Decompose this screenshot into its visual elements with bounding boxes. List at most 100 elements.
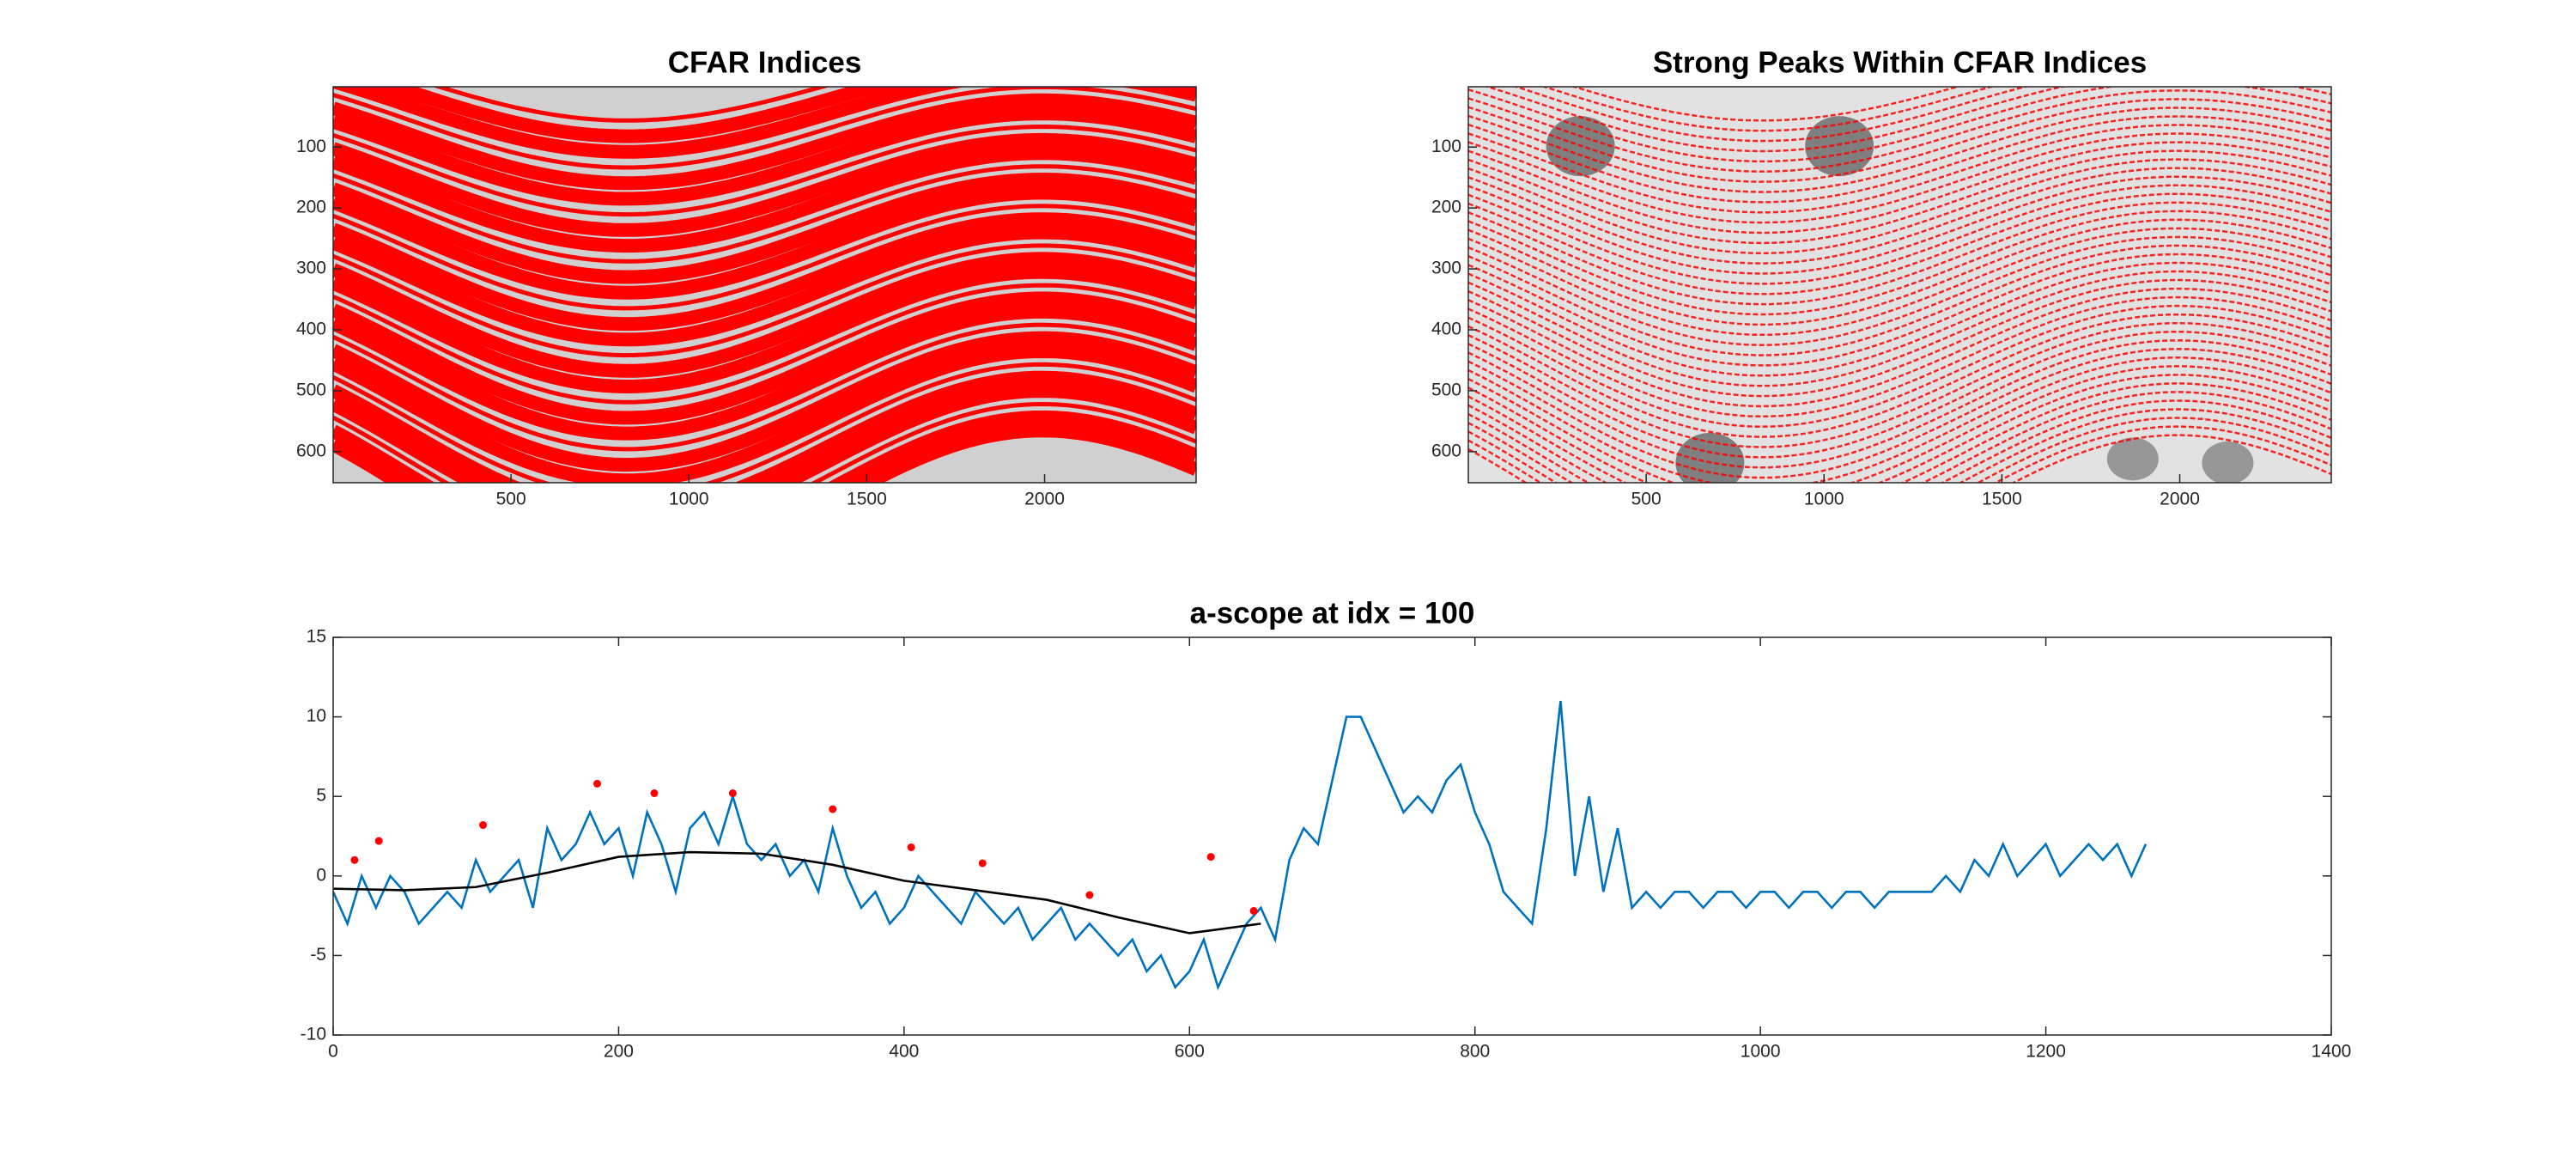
texture-line bbox=[1468, 339, 2331, 469]
x-tick-label: 600 bbox=[1175, 1042, 1205, 1062]
texture-line bbox=[1468, 313, 2331, 438]
texture-line bbox=[1512, 87, 2030, 143]
texture-line bbox=[1468, 87, 2331, 163]
peak-marker bbox=[479, 821, 488, 830]
texture-line bbox=[333, 124, 1196, 217]
texture-line bbox=[333, 212, 1196, 332]
y-tick-label: -5 bbox=[310, 945, 326, 965]
image-texture bbox=[333, 87, 1196, 483]
peak-marker bbox=[374, 837, 383, 845]
texture-line bbox=[1468, 210, 2331, 316]
x-tick-label: 2000 bbox=[2160, 490, 2200, 509]
texture-line bbox=[1484, 87, 2331, 153]
peak-marker bbox=[829, 805, 837, 813]
texture-line bbox=[333, 164, 1196, 264]
texture-line bbox=[1468, 261, 2331, 377]
texture-line bbox=[1468, 356, 2331, 483]
texture-line bbox=[1571, 87, 1962, 122]
texture-line bbox=[371, 87, 1195, 143]
plot-area bbox=[333, 637, 2331, 1035]
x-tick-label: 1000 bbox=[1741, 1042, 1781, 1062]
texture-line bbox=[1468, 235, 2331, 346]
x-tick-label: 1500 bbox=[1982, 490, 2022, 509]
texture-line bbox=[1468, 391, 2331, 483]
texture-line bbox=[333, 331, 1196, 472]
y-tick-label: -10 bbox=[301, 1025, 326, 1044]
texture-line bbox=[1468, 124, 2331, 214]
dark-patch bbox=[2106, 437, 2159, 481]
texture-line bbox=[333, 172, 1196, 284]
x-tick-label: 1200 bbox=[2026, 1042, 2066, 1062]
peak-marker bbox=[1085, 891, 1094, 899]
chart-title: a-scope at idx = 100 bbox=[1190, 596, 1475, 630]
texture-line bbox=[1468, 304, 2331, 428]
x-tick-label: 1000 bbox=[669, 490, 709, 509]
y-tick-label: 500 bbox=[296, 380, 326, 399]
texture-line bbox=[1468, 321, 2331, 448]
texture-line bbox=[432, 87, 830, 123]
dark-patch bbox=[2202, 441, 2254, 483]
y-tick-label: 0 bbox=[316, 865, 326, 885]
series-line bbox=[333, 850, 1261, 935]
peak-marker bbox=[1249, 907, 1258, 916]
y-tick-label: 200 bbox=[296, 198, 326, 217]
texture-line bbox=[333, 384, 1196, 483]
texture-line bbox=[333, 370, 1196, 483]
image-texture bbox=[1468, 87, 2331, 483]
y-tick-label: 15 bbox=[307, 627, 326, 647]
texture-line bbox=[1540, 87, 1996, 132]
x-tick-label: 500 bbox=[1631, 490, 1662, 509]
peak-marker bbox=[1206, 853, 1215, 862]
y-tick-label: 500 bbox=[1431, 380, 1461, 399]
texture-line bbox=[333, 304, 1196, 441]
y-tick-label: 600 bbox=[1431, 441, 1461, 460]
texture-line bbox=[333, 322, 1196, 452]
texture-line bbox=[333, 423, 1196, 483]
y-tick-label: 100 bbox=[1431, 137, 1461, 156]
axes-box bbox=[332, 636, 2332, 1036]
x-tick-label: 500 bbox=[496, 490, 526, 509]
texture-line bbox=[1468, 227, 2331, 337]
y-tick-label: 400 bbox=[296, 320, 326, 339]
x-tick-label: 2000 bbox=[1024, 490, 1065, 509]
texture-line bbox=[1468, 218, 2331, 326]
texture-line bbox=[1468, 408, 2331, 483]
axes-box bbox=[332, 86, 1197, 484]
texture-line bbox=[333, 186, 1196, 300]
peak-marker bbox=[350, 856, 359, 864]
texture-line bbox=[1468, 295, 2331, 418]
texture-line bbox=[333, 410, 1196, 483]
texture-line bbox=[1468, 167, 2331, 265]
texture-line bbox=[1468, 149, 2331, 245]
texture-line bbox=[1468, 244, 2331, 356]
texture-line bbox=[1468, 184, 2331, 285]
x-tick-label: 1400 bbox=[2312, 1042, 2352, 1062]
texture-line bbox=[333, 252, 1196, 378]
texture-line bbox=[333, 401, 1196, 483]
y-tick-label: 5 bbox=[316, 786, 326, 806]
y-tick-label: 600 bbox=[296, 441, 326, 460]
texture-line bbox=[333, 362, 1196, 483]
chart-title: Strong Peaks Within CFAR Indices bbox=[1653, 46, 2147, 79]
x-tick-label: 400 bbox=[889, 1042, 919, 1062]
texture-line bbox=[1468, 253, 2331, 367]
texture-line bbox=[1468, 287, 2331, 408]
texture-line bbox=[333, 265, 1196, 394]
texture-line bbox=[1468, 192, 2331, 295]
texture-line bbox=[333, 87, 1196, 159]
y-tick-label: 300 bbox=[296, 259, 326, 278]
axes-box bbox=[1467, 86, 2332, 484]
texture-line bbox=[333, 107, 1196, 206]
texture-line bbox=[333, 225, 1196, 347]
texture-line bbox=[1468, 270, 2331, 387]
texture-line bbox=[1468, 382, 2331, 483]
series-group bbox=[333, 700, 2148, 991]
chart-title: CFAR Indices bbox=[668, 46, 862, 79]
texture-line bbox=[1468, 98, 2331, 183]
texture-line bbox=[1468, 330, 2331, 459]
y-tick-label: 100 bbox=[296, 137, 326, 156]
y-tick-label: 10 bbox=[307, 706, 326, 726]
texture-line bbox=[333, 204, 1196, 311]
texture-line bbox=[1468, 399, 2331, 483]
